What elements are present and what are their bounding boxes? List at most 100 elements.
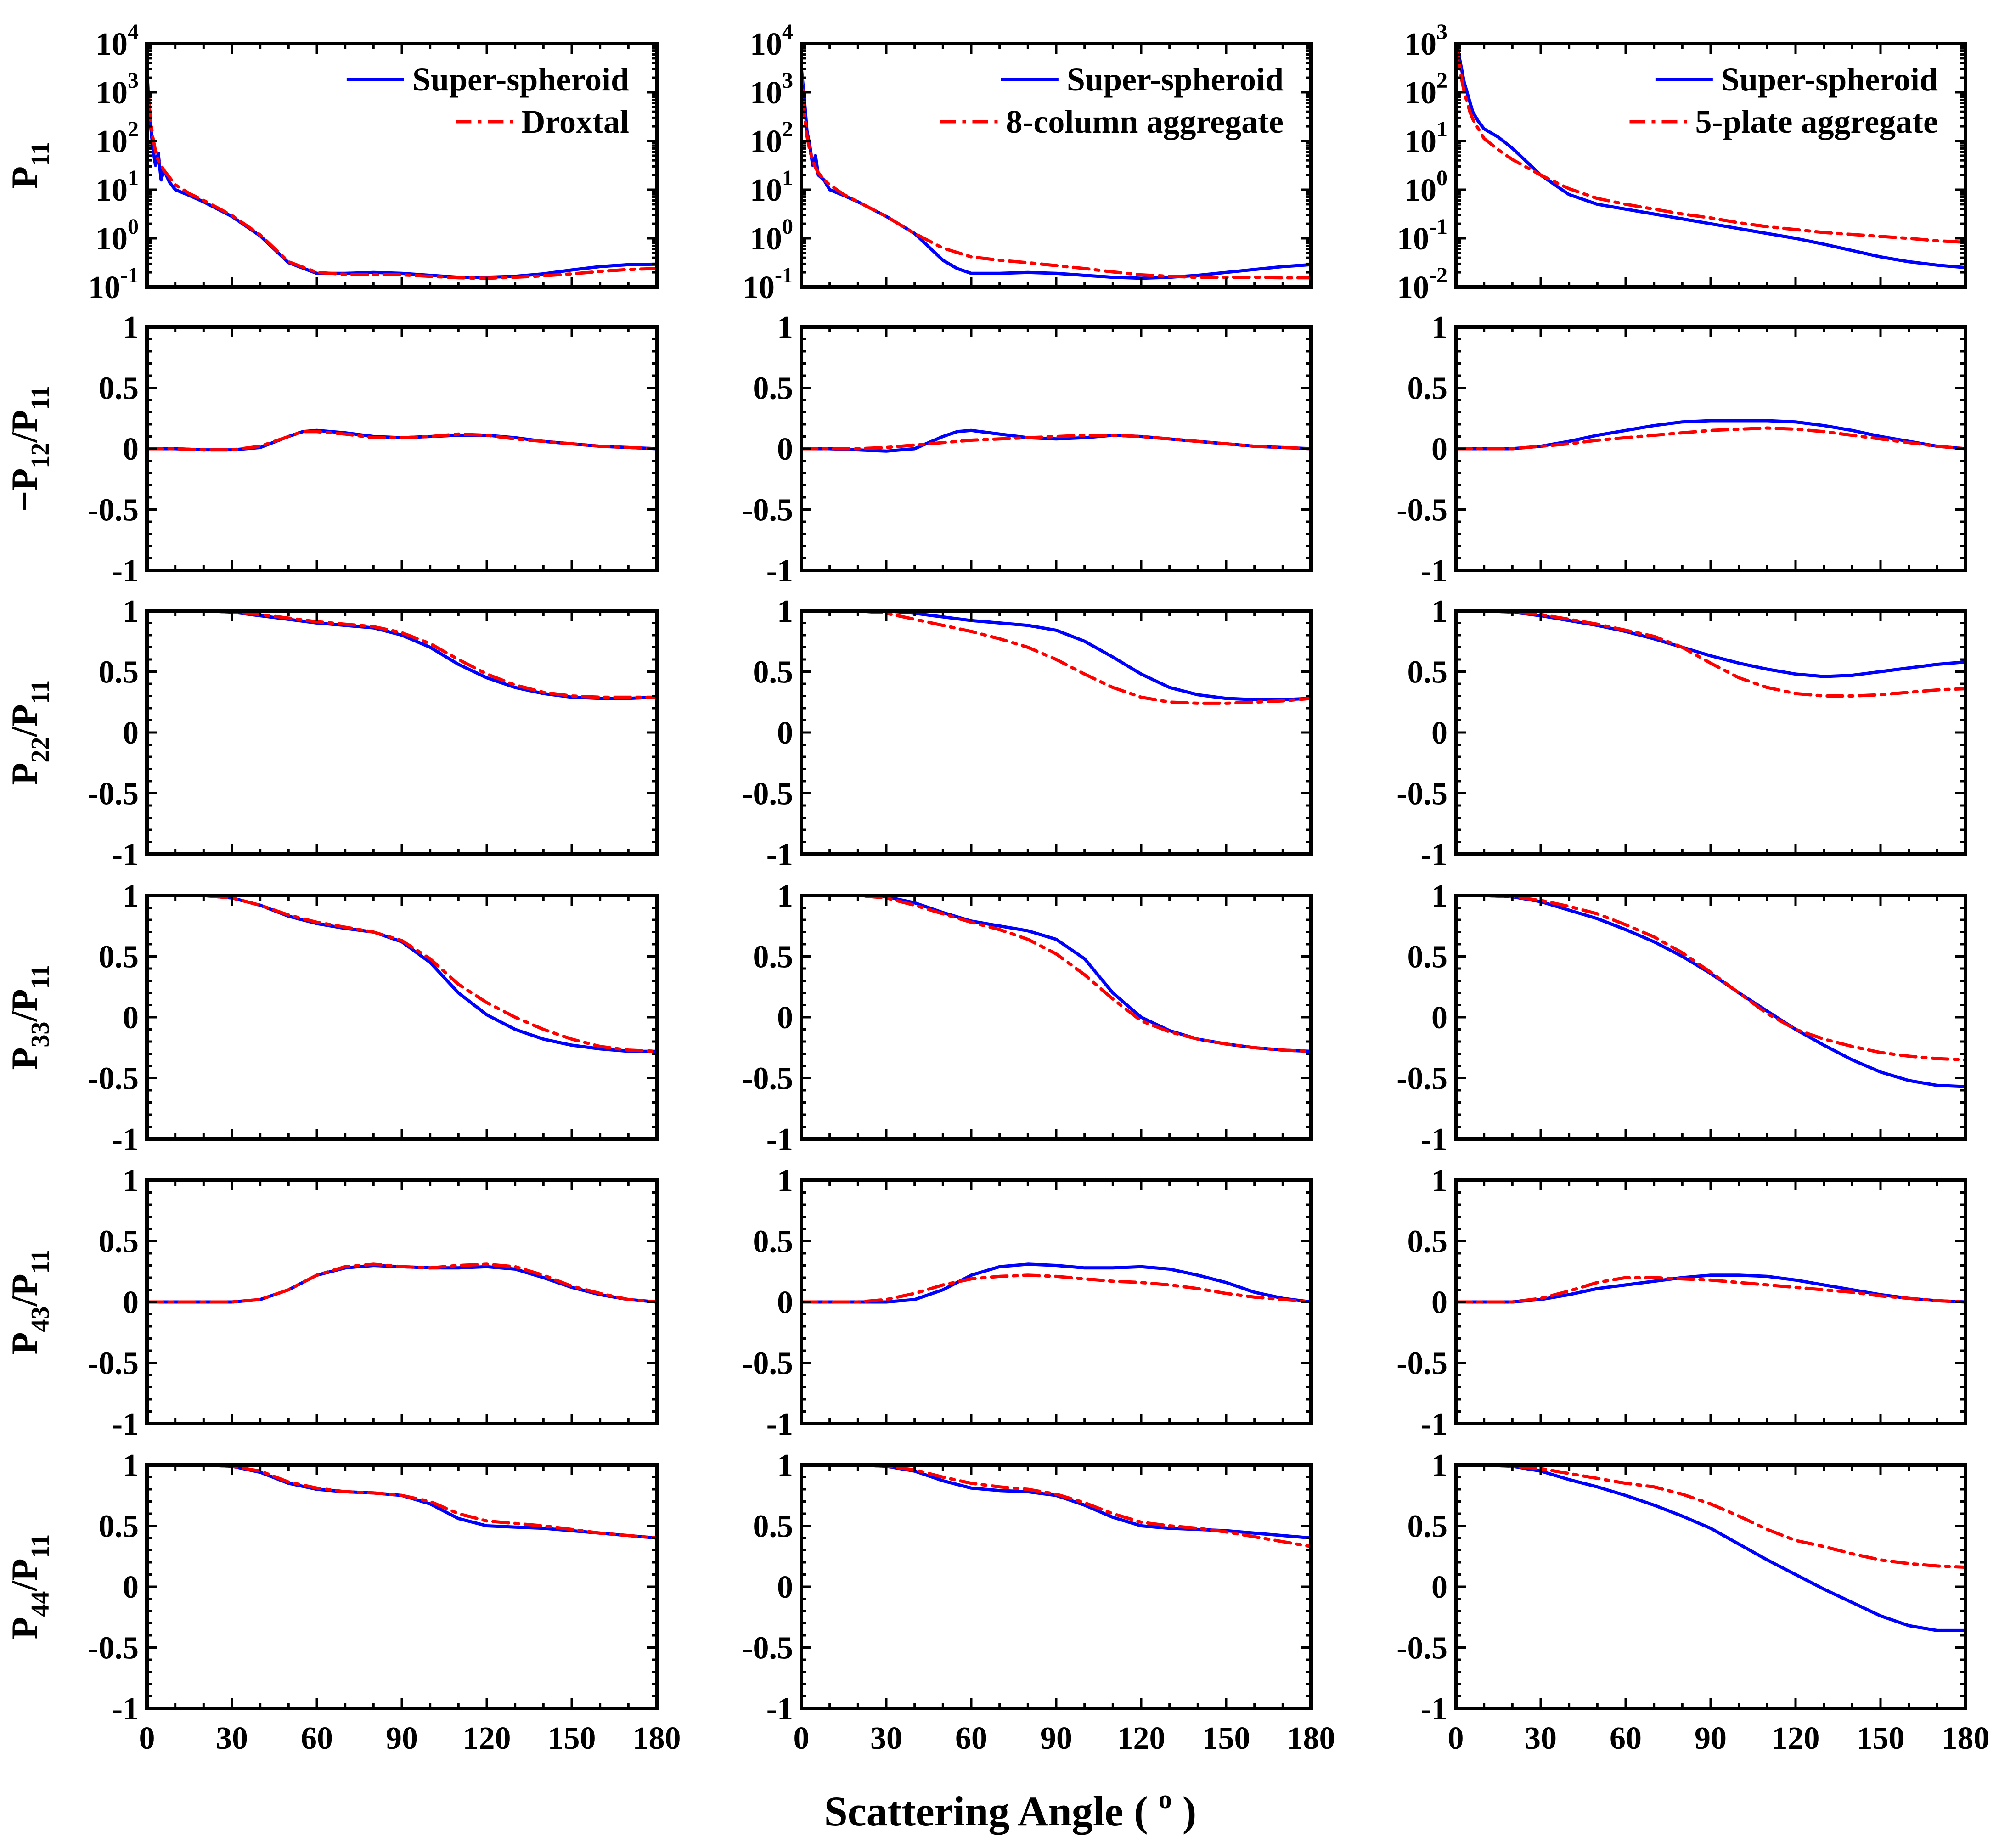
series-comparison-line	[147, 1262, 657, 1304]
y-tick-label: 102	[96, 117, 139, 159]
x-tick-label: 60	[955, 1721, 987, 1756]
y-tick-label: -0.5	[1396, 777, 1447, 812]
y-tick-label: 0.5	[99, 655, 139, 690]
series-group	[1456, 419, 1965, 451]
y-axis-label-subscript-2: 11	[26, 680, 55, 704]
panel-r2-c3: 1 0.5 0 -0.5 -1	[1396, 310, 1967, 589]
y-tick-label-base: 10	[1404, 75, 1436, 111]
y-tick-label: 0	[1431, 1285, 1447, 1320]
y-tick-label-exponent: -1	[1429, 214, 1447, 239]
y-tick-label-exponent: 0	[782, 214, 793, 239]
y-tick-label: 0	[777, 432, 793, 467]
axes-frame	[145, 1463, 659, 1710]
y-axis-label: P33/P11	[5, 965, 55, 1070]
y-tick-label: 0	[1431, 1000, 1447, 1036]
y-tick-label-base: 10	[750, 124, 782, 159]
y-tick-label-exponent: 2	[1436, 68, 1447, 93]
y-tick-label: -0.5	[88, 493, 139, 528]
y-tick-label: 100	[1404, 166, 1447, 208]
axes-frame	[145, 609, 659, 856]
y-tick-label-base: 10	[1397, 221, 1429, 257]
y-tick-label: 10-2	[1397, 263, 1447, 305]
series-super-spheroid-line	[1456, 419, 1965, 451]
y-tick-label-exponent: 4	[782, 20, 793, 44]
y-axis-label-subscript-2: 11	[26, 1250, 55, 1274]
y-tick-label-base: 10	[1397, 270, 1429, 305]
axes-frame	[800, 609, 1313, 856]
y-tick-label: 101	[96, 166, 139, 208]
y-tick-label: 10-1	[88, 263, 139, 305]
series-comparison-line	[1456, 611, 1965, 698]
y-tick-label: -1	[1421, 553, 1447, 589]
y-tick-label: 0	[777, 716, 793, 751]
series-super-spheroid-line	[147, 1465, 657, 1540]
y-tick-label: -1	[112, 1407, 139, 1442]
y-tick-label: -1	[1421, 1122, 1447, 1157]
panel-r6-c2: 10.50-0.5-10 30 60 90 120 150 180	[742, 1448, 1335, 1756]
y-tick-label: 1	[123, 1448, 139, 1483]
y-tick-label-exponent: 2	[128, 117, 139, 141]
series-group	[147, 1262, 657, 1304]
y-axis-label-prefix: P	[5, 1617, 45, 1640]
x-tick-label: 30	[1525, 1721, 1557, 1756]
y-axis-label-suffix: /P	[5, 1273, 45, 1307]
y-axis-label-prefix: P	[5, 166, 45, 189]
y-axis-label-subscript-2: 11	[26, 1534, 55, 1559]
y-tick-label: -0.5	[88, 1346, 139, 1381]
y-tick-label-exponent: -1	[775, 263, 793, 287]
y-tick-label: 1	[777, 879, 793, 914]
y-tick-label: 1	[777, 1448, 793, 1483]
y-tick-label-exponent: 1	[1436, 117, 1447, 141]
axes-frame	[145, 894, 659, 1141]
series-group	[801, 428, 1311, 453]
x-tick-label: 30	[216, 1721, 248, 1756]
series-comparison-line	[801, 1273, 1311, 1304]
y-tick-label: 0.5	[99, 1509, 139, 1544]
axes-frame	[800, 1463, 1313, 1710]
y-axis-label-subscript: 11	[26, 142, 55, 166]
legend-label: Super-spheroid	[1067, 61, 1284, 98]
series-comparison-line	[147, 71, 657, 280]
x-tick-label: 0	[794, 1721, 810, 1756]
y-tick-label-exponent: -1	[120, 263, 139, 287]
y-tick-label: -1	[766, 1122, 793, 1157]
y-tick-label: 0.5	[1408, 655, 1448, 690]
y-tick-label: 0	[123, 716, 139, 751]
x-tick-label: 180	[1942, 1721, 1990, 1756]
x-tick-label: 60	[301, 1721, 333, 1756]
y-tick-label: 1	[777, 310, 793, 345]
panel-r4-c3: 1 0.5 0 -0.5 -1	[1396, 879, 1967, 1157]
panel-r4-c2: 1 0.5 0 -0.5 -1	[742, 879, 1313, 1157]
y-tick-label: 1	[123, 879, 139, 914]
series-comparison-line	[1456, 896, 1965, 1062]
y-tick-label-base: 10	[750, 173, 782, 208]
series-super-spheroid-line	[801, 66, 1311, 280]
y-tick-label: -0.5	[88, 777, 139, 812]
y-axis-label-subscript: 44	[26, 1591, 55, 1617]
y-tick-label: 10-1	[743, 263, 793, 305]
y-tick-label-exponent: 3	[782, 68, 793, 93]
x-tick-label: 0	[1448, 1721, 1464, 1756]
y-tick-label-base: 10	[88, 270, 120, 305]
series-group	[801, 66, 1311, 280]
y-axis-label-subscript-2: 11	[26, 965, 55, 989]
legend: Super-spheroid 8-column aggregate	[940, 61, 1284, 140]
legend-label: Super-spheroid	[412, 61, 629, 98]
y-tick-label: -1	[112, 1691, 139, 1727]
y-tick-label: 100	[750, 214, 793, 257]
y-axis-label-suffix: /P	[5, 410, 45, 443]
series-super-spheroid-line	[147, 1264, 657, 1304]
y-tick-label-base: 10	[96, 27, 128, 62]
series-super-spheroid-line	[801, 611, 1311, 701]
y-axis-label-subscript: 12	[26, 443, 55, 468]
y-tick-label: 0.5	[753, 940, 794, 975]
series-comparison-line	[147, 1465, 657, 1540]
y-tick-label-exponent: 0	[128, 214, 139, 239]
series-super-spheroid-line	[1456, 44, 1965, 270]
y-tick-label: 101	[1404, 117, 1447, 159]
y-axis-label-suffix: /P	[5, 1558, 45, 1591]
x-tick-label: 150	[1202, 1721, 1250, 1756]
y-axis-label: P44/P11	[5, 1534, 55, 1640]
y-tick-label: -1	[112, 837, 139, 873]
legend: Super-spheroid Droxtal	[346, 61, 629, 140]
